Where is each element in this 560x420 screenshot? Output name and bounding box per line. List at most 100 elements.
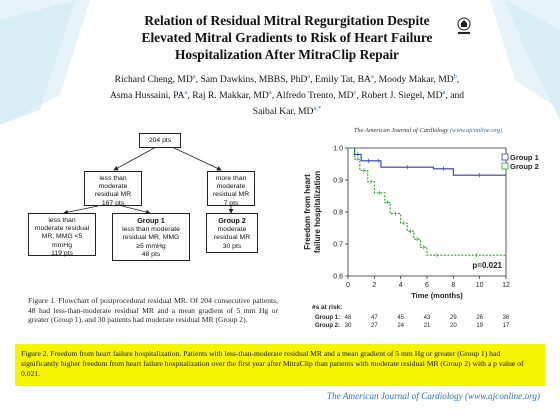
figure2-caption: Figure 2. Freedom from heart failure hos… (15, 344, 545, 386)
flow-line: residual MR (213, 234, 251, 242)
journal-header-name: The American Journal of Cardiology (353, 127, 449, 134)
header-decoration (0, 0, 560, 125)
flow-group2-title: Group 2 (218, 216, 246, 225)
title-line-2: Elevated Mitral Gradients to Risk of Hea… (141, 30, 433, 45)
x-axis-label: Time (months) (411, 291, 463, 300)
flow-line: residual MR (94, 191, 132, 199)
risk-value: 19 (476, 323, 483, 329)
author-name: , and (445, 89, 465, 101)
flowchart: 204 pts less than moderate residual MR 1… (22, 127, 287, 297)
p-value-annotation: p=0.021 (472, 261, 502, 270)
legend-label-2: Group 2 (510, 162, 539, 171)
flow-line: less than (48, 217, 76, 224)
y-axis-label-line-2: failure hospitalization (313, 171, 322, 253)
title-line-1: Relation of Residual Mitral Regurgitatio… (144, 13, 430, 28)
x-tick-label: 6 (425, 282, 429, 289)
author-name: , Alfredo Trento, MD (271, 89, 354, 101)
author-affiliation-mark: a,* (313, 104, 322, 112)
author-name: , Raj R. Makkar, MD (187, 89, 269, 101)
flow-more-than-moderate-box: more than moderate residual MR 7 pts (207, 171, 255, 207)
journal-footer-url: (www.ajconline.org) (464, 391, 540, 401)
flow-line: moderate residual (34, 225, 90, 233)
x-tick-label: 2 (372, 282, 376, 289)
authors-line-2: Asma Hussaini, PAa, Raj R. Makkar, MDa, … (92, 87, 482, 103)
flow-mmg-under5-box: less than moderate residual MR, MMG <5 m… (28, 213, 96, 257)
flow-line: mmHg (51, 241, 72, 249)
risk-row-label: Group 1: (315, 315, 340, 321)
risk-value: 21 (424, 323, 431, 329)
risk-value: 36 (503, 315, 510, 321)
author-affiliation-mark: a (442, 88, 446, 96)
flow-line: 167 pts (101, 199, 125, 207)
risk-value: 43 (424, 315, 431, 321)
flow-line: 30 pts (222, 242, 242, 250)
flow-group1-box: Group 1 less than moderate residual MR, … (112, 213, 190, 261)
header-band (0, 0, 560, 125)
flow-line: MR, MMG <5 (41, 233, 83, 241)
x-tick-label: 8 (451, 282, 455, 289)
flow-total-box: 204 pts (139, 133, 181, 148)
x-tick-label: 12 (502, 282, 510, 289)
flow-less-than-moderate-box: less than moderate residual MR 167 pts (84, 171, 142, 207)
author-name: , Sam Dawkins, MBBS, PhD (195, 74, 308, 86)
author-affiliation-mark: c (353, 88, 357, 96)
author-affiliation-mark: b (453, 73, 457, 80)
journal-footer: The American Journal of Cardiology (www.… (300, 391, 540, 401)
x-tick-label: 4 (399, 282, 403, 289)
km-chart-panel: 0.6 0.7 0.8 0.9 1.0 0 2 4 6 8 10 12 Time (months) Fre… (296, 136, 548, 336)
y-tick-label: 0.7 (333, 242, 343, 249)
y-tick-label: 0.8 (333, 210, 343, 217)
flow-line: moderate (216, 183, 246, 191)
flow-line: 7 pts (223, 199, 239, 207)
author-name: , (456, 74, 460, 86)
flowchart-connectors (63, 146, 234, 215)
risk-value: 24 (397, 323, 404, 329)
journal-header-url: (www.ajconline.org) (449, 127, 503, 134)
author-name: Asma Hussaini, PA (109, 89, 185, 101)
author-name: Saibal Kar, MD (252, 105, 314, 117)
authors-line-3: Saibal Kar, MDa,* (92, 103, 482, 119)
author-affiliation-mark: a (370, 73, 374, 80)
title-line-3: Hospitalization After MitraClip Repair (174, 47, 400, 62)
risk-value: 26 (476, 315, 483, 321)
series-line-2 (348, 147, 506, 256)
risk-value: 47 (371, 315, 378, 321)
legend-label-1: Group 1 (510, 153, 539, 162)
paper-header (88, 8, 486, 121)
author-name: , Emily Tat, BA (310, 74, 371, 86)
author-name: , Moody Makar, MD (373, 74, 454, 86)
legend-swatch-2 (501, 162, 509, 170)
flow-group1-title: Group 1 (137, 216, 165, 225)
flow-total-line: 204 pts (148, 137, 172, 144)
journal-footer-name: The American Journal of Cardiology (326, 391, 463, 401)
risk-table-title: #s at risk: (312, 304, 342, 311)
journal-header: The American Journal of Cardiology (www.… (311, 127, 545, 134)
authors-line-1: Richard Cheng, MDa, Sam Dawkins, MBBS, P… (92, 71, 482, 87)
flow-line: moderate (217, 226, 247, 234)
author-list: Richard Cheng, MDa, Sam Dawkins, MBBS, P… (92, 71, 482, 118)
crossmark-logo-icon (457, 17, 471, 34)
risk-value: 27 (371, 323, 378, 329)
flow-group2-box: Group 2 moderate residual MR 30 pts (206, 213, 258, 253)
x-tick-label: 10 (476, 282, 484, 289)
flow-line: moderate (98, 183, 128, 191)
y-tick-label: 0.9 (333, 178, 343, 185)
author-name: , Robert J. Siegel, MD (356, 89, 443, 101)
series-line-1 (348, 147, 506, 176)
legend-swatch-1 (501, 153, 509, 161)
flow-line: ≥5 mmHg (136, 242, 166, 250)
risk-value: 30 (345, 323, 352, 329)
author-affiliation-mark: a (184, 88, 188, 96)
y-tick-label: 1.0 (333, 146, 343, 153)
risk-value: 48 (345, 315, 352, 321)
risk-value: 45 (397, 315, 404, 321)
author-affiliation-mark: a (268, 88, 272, 96)
x-tick-label: 0 (346, 282, 350, 289)
flow-line: residual MR (212, 191, 250, 199)
flow-line: 48 pts (141, 250, 161, 258)
author-affiliation-mark: a (192, 73, 196, 80)
risk-value: 29 (450, 315, 457, 321)
risk-value: 20 (450, 323, 457, 329)
y-axis-label-line-1: Freedom from heart (303, 174, 312, 250)
